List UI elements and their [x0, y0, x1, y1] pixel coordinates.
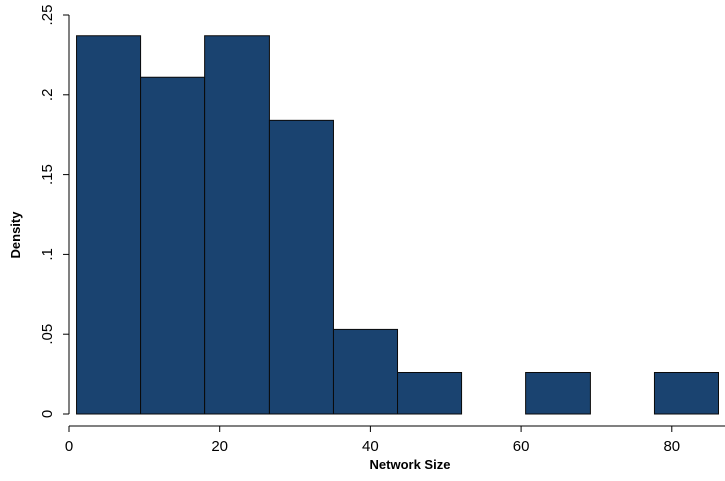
histogram-bar-7 — [525, 372, 591, 415]
y-tick-label-3: .15 — [39, 164, 56, 185]
labels-layer: 0 .05 .1 .15 .2 .25 0 20 40 60 80 Network Size Densi… — [8, 5, 680, 472]
x-axis-title: Network Size — [370, 457, 451, 472]
histogram-bar-1 — [140, 76, 206, 415]
x-tick-label-1: 20 — [211, 438, 228, 455]
y-tick-label-5: .25 — [39, 5, 56, 26]
x-tick-label-4: 80 — [663, 438, 680, 455]
histogram-bar-0 — [76, 35, 142, 415]
axes-layer — [63, 14, 725, 432]
histogram-bar-9 — [653, 372, 720, 415]
y-tick-label-1: .05 — [39, 324, 56, 345]
histogram-bar-3 — [268, 119, 334, 415]
x-tick-label-2: 40 — [362, 438, 379, 455]
y-tick-label-4: .2 — [39, 89, 56, 102]
y-tick-label-2: .1 — [39, 248, 56, 261]
bars-layer — [76, 35, 720, 415]
y-tick-label-0: 0 — [39, 410, 56, 418]
histogram-bar-5 — [397, 372, 463, 415]
histogram-bar-2 — [204, 35, 270, 415]
y-axis-title: Density — [8, 211, 23, 259]
x-tick-label-3: 60 — [513, 438, 530, 455]
x-tick-label-0: 0 — [65, 438, 73, 455]
histogram-bar-4 — [332, 328, 399, 415]
